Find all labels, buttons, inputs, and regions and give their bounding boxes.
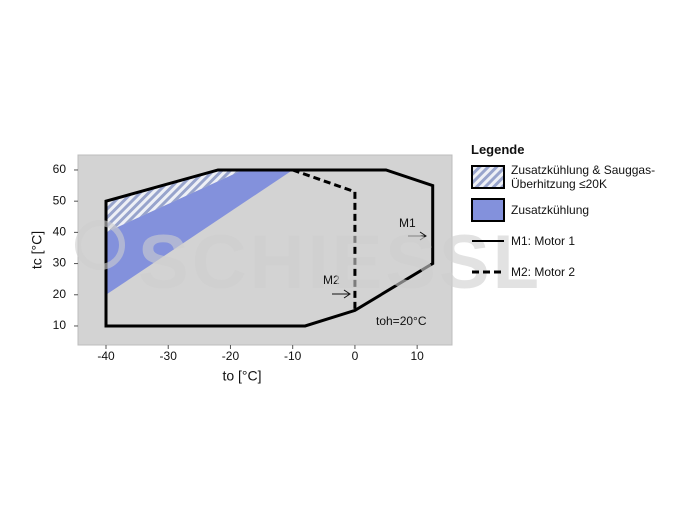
- legend-item: Zusatzkühlung & Sauggas-Überhitzung ≤20K: [471, 163, 671, 191]
- series-shape: [106, 169, 293, 295]
- annotation: toh=20°C: [376, 314, 427, 328]
- series-shape: [292, 168, 357, 311]
- swatch-box: [471, 165, 505, 189]
- legend-item: M2: Motor 2: [471, 260, 671, 284]
- x-tick-label: -10: [284, 349, 302, 363]
- x-tick-label: 0: [352, 349, 359, 363]
- y-tick-label: 30: [53, 256, 67, 270]
- y-tick-label: 10: [53, 318, 67, 332]
- arrow-head: [343, 289, 351, 299]
- y-tick-label: 50: [53, 193, 67, 207]
- legend-label: M2: Motor 2: [511, 265, 576, 279]
- legend-swatch: [471, 165, 505, 189]
- series-shape: [106, 169, 243, 233]
- arrow-head: [419, 231, 427, 241]
- x-tick-label: -40: [97, 349, 115, 363]
- legend-item: M1: Motor 1: [471, 229, 671, 253]
- legend-label: Zusatzkühlung & Sauggas-Überhitzung ≤20K: [511, 163, 656, 191]
- series-shape: [104, 168, 435, 328]
- legend-item: Zusatzkühlung: [471, 198, 671, 222]
- annotation: M1: [399, 216, 416, 230]
- swatch-box: [471, 198, 505, 222]
- x-tick-label: 10: [410, 349, 424, 363]
- x-axis-label: to [°C]: [222, 368, 261, 384]
- y-tick-label: 20: [53, 287, 67, 301]
- legend-title: Legende: [471, 142, 525, 157]
- legend-label: M1: Motor 1: [511, 234, 576, 248]
- y-axis-label: tc [°C]: [29, 231, 45, 269]
- legend-label: Zusatzkühlung: [511, 203, 590, 217]
- legend: Legende Zusatzkühlung & Sauggas-Überhitz…: [471, 142, 671, 291]
- x-tick-label: -30: [160, 349, 178, 363]
- watermark: SCHIESSL: [138, 220, 542, 305]
- legend-swatch: [472, 240, 504, 242]
- legend-swatch: [471, 198, 505, 222]
- x-tick-label: -20: [222, 349, 240, 363]
- legend-swatch: [472, 270, 504, 274]
- watermark-logo: [75, 220, 125, 270]
- y-tick-label: 60: [53, 162, 67, 176]
- y-tick-label: 40: [53, 225, 67, 239]
- annotation: M2: [323, 273, 340, 287]
